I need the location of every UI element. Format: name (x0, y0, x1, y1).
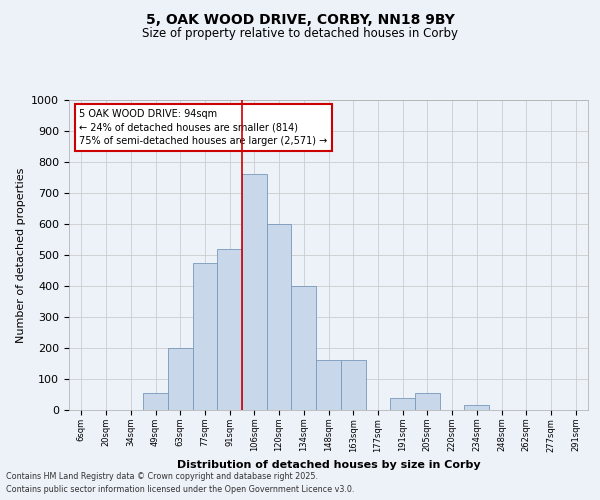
Bar (390, 398, 415, 410)
Bar (292, 286, 316, 410)
Bar (143, 393, 168, 410)
Bar (341, 360, 365, 410)
Text: Size of property relative to detached houses in Corby: Size of property relative to detached ho… (142, 28, 458, 40)
Bar (168, 348, 193, 410)
Text: 5, OAK WOOD DRIVE, CORBY, NN18 9BY: 5, OAK WOOD DRIVE, CORBY, NN18 9BY (146, 12, 454, 26)
Bar (415, 393, 440, 410)
Bar (267, 224, 292, 410)
Bar (316, 360, 341, 410)
X-axis label: Distribution of detached houses by size in Corby: Distribution of detached houses by size … (176, 460, 481, 470)
Bar (217, 249, 242, 410)
Text: Contains public sector information licensed under the Open Government Licence v3: Contains public sector information licen… (6, 485, 355, 494)
Text: 5 OAK WOOD DRIVE: 94sqm
← 24% of detached houses are smaller (814)
75% of semi-d: 5 OAK WOOD DRIVE: 94sqm ← 24% of detache… (79, 110, 328, 146)
Bar (464, 406, 489, 410)
Y-axis label: Number of detached properties: Number of detached properties (16, 168, 26, 342)
Text: Contains HM Land Registry data © Crown copyright and database right 2025.: Contains HM Land Registry data © Crown c… (6, 472, 318, 481)
Bar (193, 263, 217, 410)
Bar (242, 174, 267, 410)
